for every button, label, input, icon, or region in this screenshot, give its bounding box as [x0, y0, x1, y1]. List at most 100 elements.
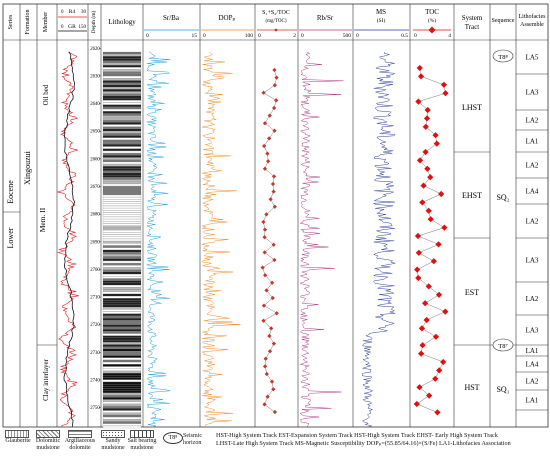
s1s2-point	[269, 379, 275, 384]
lithology-bed	[102, 199, 142, 202]
depth-label: 2620	[90, 47, 100, 52]
column-dividers	[19, 4, 517, 427]
srba-curve	[146, 51, 171, 428]
gr-min: 0	[61, 25, 64, 30]
lithology-bed	[102, 170, 142, 173]
s1s2-point	[272, 67, 277, 73]
srba-min: 0	[146, 33, 149, 39]
tract-hst: HST	[464, 383, 479, 392]
s1s2-point	[266, 159, 271, 164]
lithology-bed	[102, 419, 142, 422]
lithology-bed	[102, 221, 142, 224]
s1s2-point	[267, 349, 273, 354]
toc-point	[438, 190, 445, 198]
r4-max: 30	[81, 10, 87, 15]
lithology-bed	[102, 388, 142, 391]
lithology-bed	[102, 337, 142, 341]
lithology-bed	[102, 344, 142, 347]
lithology-bed	[102, 179, 142, 182]
lithology-bed	[102, 225, 142, 228]
lithology-bed	[102, 95, 142, 99]
depth-label: 2750	[90, 406, 100, 411]
legend-line-2: LHST-Late High System Track MS-Magnetic …	[216, 440, 511, 447]
lithology-bed	[102, 397, 142, 400]
depth-label: 2730	[90, 351, 100, 356]
lithology-bed	[102, 291, 142, 294]
lithology-bed	[102, 124, 142, 127]
lithology-bed	[102, 274, 142, 277]
toc-point	[430, 258, 437, 265]
lithology-column	[102, 51, 142, 429]
toc-point	[442, 90, 449, 97]
s1s2-point	[264, 371, 269, 377]
header-system-tract-1: System	[462, 14, 483, 22]
lithology-bed	[102, 78, 142, 81]
gr-curve	[63, 51, 76, 428]
toc-scale-marker	[428, 26, 436, 34]
s1s2-point	[261, 219, 266, 225]
clay-interlayer-label: Clay interlayer	[42, 358, 50, 400]
lithology-bed	[102, 333, 142, 336]
legend-seismic: Seismic horizon	[183, 433, 202, 446]
lithology-bed	[102, 214, 142, 217]
lithology-bed	[102, 373, 142, 376]
lithology-bed	[102, 186, 142, 189]
toc-point	[415, 249, 422, 256]
lithology-bed	[102, 245, 142, 248]
lithology-bed	[102, 56, 142, 59]
gr-max: 150	[79, 25, 87, 30]
lithology-bed	[102, 197, 142, 200]
lithology-bed	[102, 282, 142, 286]
glauberite-swatch	[5, 430, 29, 438]
lithofacies-label: LA3	[526, 257, 539, 265]
lithology-bed	[102, 133, 142, 136]
header-member: Member	[43, 12, 49, 32]
lithology-bed	[102, 364, 142, 367]
lithology-bed	[102, 285, 142, 288]
lithology-bed	[102, 315, 142, 319]
dop-curve	[201, 51, 241, 428]
ms-min: 0	[356, 33, 359, 39]
lithology-bed	[102, 51, 142, 55]
lithology-bed	[102, 153, 142, 156]
lithology-bed	[102, 205, 142, 209]
lithology-bed	[102, 203, 142, 206]
toc-point	[433, 140, 440, 147]
lithology-bed	[102, 408, 142, 411]
toc-point	[422, 148, 429, 156]
tract-lhst: LHST	[462, 103, 482, 112]
lithology-bed	[102, 161, 142, 165]
lithology-bed	[102, 236, 142, 239]
lithology-bed	[102, 322, 142, 325]
lithology-bed	[102, 190, 142, 193]
s1s2-point	[269, 326, 274, 331]
s1s2-point	[267, 113, 272, 118]
r4-min: 0	[61, 10, 64, 15]
lithology-bed	[102, 258, 142, 261]
s1s2-max: 2	[293, 33, 296, 39]
lithofacies-label: LA1	[526, 138, 539, 146]
lithology-bed	[102, 280, 142, 283]
toc-point	[441, 224, 448, 231]
lithology-bed	[102, 146, 142, 149]
s1s2-point	[268, 197, 273, 202]
oil-bed-label: Oil bed	[42, 84, 50, 105]
dop-max: 100	[245, 33, 254, 39]
lithology-bed	[102, 300, 142, 303]
toc-point	[427, 174, 434, 181]
s1s2-point	[271, 174, 277, 179]
s1s2-point	[261, 318, 266, 323]
lithology-bed	[102, 243, 142, 246]
lithofacies-label: LA1	[526, 397, 539, 405]
lithology-bed	[102, 98, 142, 101]
lithology-bed	[102, 311, 142, 314]
lithology-bed	[102, 307, 142, 310]
depth-label: 2670	[90, 185, 100, 190]
header-sequence: Sequence	[492, 18, 515, 24]
lithology-bed	[102, 247, 142, 250]
lithology-bed	[102, 208, 142, 211]
lithology-bed	[102, 93, 142, 96]
lithology-bed	[102, 137, 142, 140]
s1s2-point	[272, 204, 277, 209]
s1s2-point	[264, 212, 269, 217]
